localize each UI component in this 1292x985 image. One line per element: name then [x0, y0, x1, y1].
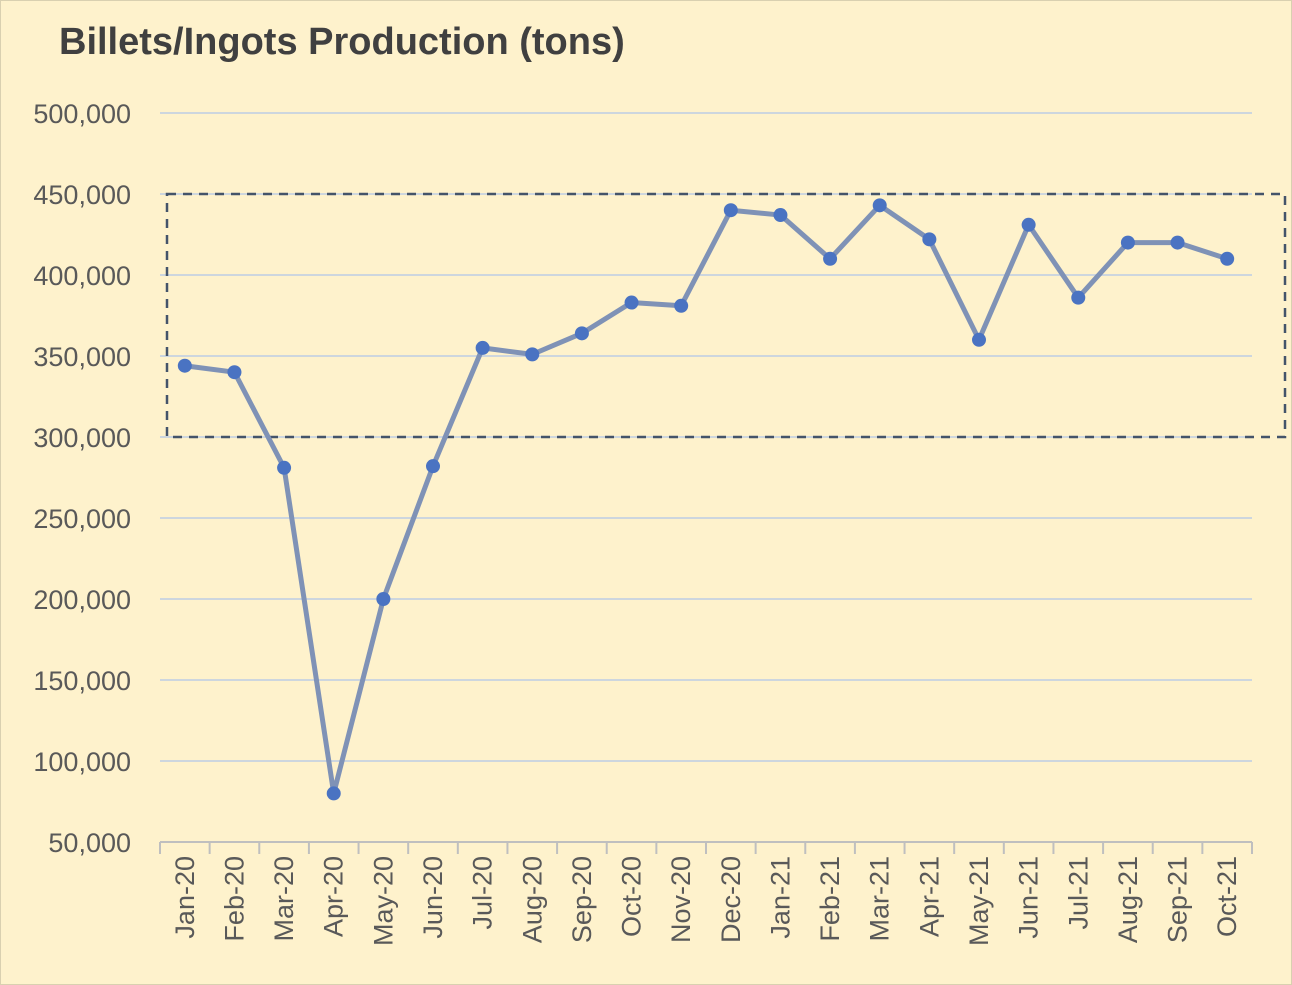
annotation-box [165, 192, 1287, 439]
x-tick-label: Oct-21 [1212, 856, 1242, 937]
x-tick-label: Mar-20 [269, 856, 299, 942]
x-tick-label: Oct-20 [617, 856, 647, 937]
gridlines [160, 112, 1252, 762]
y-tick-label: 350,000 [33, 342, 131, 372]
x-tick-label: Jun-21 [1014, 856, 1044, 939]
series-layer [177, 198, 1235, 801]
x-tick-label: Dec-20 [716, 856, 746, 943]
data-point [475, 340, 490, 355]
data-point [525, 347, 540, 362]
data-point [1170, 235, 1185, 250]
data-point [177, 358, 192, 373]
y-tick-label: 200,000 [33, 585, 131, 615]
y-tick-label: 50,000 [48, 828, 131, 858]
data-point [972, 332, 986, 347]
data-point [227, 365, 242, 380]
x-tick-label: Feb-21 [815, 856, 845, 942]
data-point [872, 198, 887, 213]
data-point [823, 251, 838, 266]
data-point [376, 592, 391, 606]
x-tick-label: Jun-20 [418, 856, 448, 939]
x-tick-label: Feb-20 [219, 856, 249, 942]
y-tick-label: 500,000 [33, 99, 131, 129]
y-tick-label: 300,000 [33, 423, 131, 453]
x-tick-label: Aug-21 [1113, 856, 1143, 943]
x-tick-label: Sep-21 [1163, 856, 1193, 943]
y-tick-label: 250,000 [33, 504, 131, 534]
data-point [922, 232, 937, 247]
x-tick-label: Jul-20 [468, 856, 498, 930]
y-tick-label: 150,000 [33, 666, 131, 696]
x-tick-label: Jul-21 [1063, 856, 1093, 930]
x-tick-label: Mar-21 [865, 856, 895, 942]
x-tick-label: Aug-20 [517, 856, 547, 943]
data-point [723, 203, 738, 218]
y-tick-label: 400,000 [33, 261, 131, 291]
y-tick-label: 450,000 [33, 180, 131, 210]
data-point [674, 298, 689, 313]
x-axis: Jan-20 Feb-20 Mar-20 Apr-20 May-20 Jun-20 Jul-… [159, 841, 1253, 946]
data-point [277, 460, 292, 475]
x-tick-label: Jan-20 [170, 856, 200, 939]
x-tick-label: Sep-20 [567, 856, 597, 943]
data-point [1120, 235, 1135, 250]
x-tick-label: Apr-20 [319, 856, 349, 937]
annotation-layer [165, 192, 1287, 439]
y-tick-label: 100,000 [33, 747, 131, 777]
x-tick-label: May-21 [964, 856, 994, 946]
data-point [426, 459, 440, 474]
data-point [326, 786, 341, 801]
data-point [773, 208, 788, 223]
x-tick-label: Apr-21 [914, 856, 944, 937]
chart-title: Billets/Ingots Production (tons) [59, 21, 625, 63]
series-line [182, 202, 1230, 796]
data-point [1071, 290, 1086, 305]
data-point [1021, 217, 1036, 232]
x-tick-label: May-20 [368, 856, 398, 946]
y-axis: 50,000 100,000 150,000 200,000 250,000 300,00… [33, 99, 131, 858]
data-point [624, 295, 639, 310]
x-tick-label: Nov-20 [666, 856, 696, 943]
data-point [574, 326, 589, 341]
data-point [1220, 251, 1235, 266]
x-tick-label: Jan-21 [765, 856, 795, 939]
